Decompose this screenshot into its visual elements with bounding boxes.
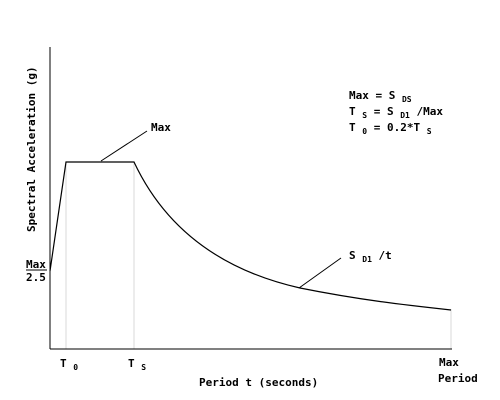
- legend-line-2-main: T: [349, 105, 356, 118]
- legend-line-2-mid: = S: [374, 105, 394, 118]
- legend-line-1-prefix: Max = S: [349, 89, 395, 102]
- legend-line-1: Max = S DS: [349, 89, 412, 104]
- legend-line-3-suffix: = 0.2*T: [374, 121, 421, 134]
- x-tick-max-period-line-2: Period: [438, 372, 478, 385]
- y-tick-max: Max: [26, 258, 46, 271]
- descending-label-suffix: /t: [379, 249, 392, 262]
- descending-label-main: S: [349, 249, 356, 262]
- legend-line-3-main: T: [349, 121, 356, 134]
- legend-line-3-sub: 0: [362, 127, 367, 136]
- x-tick-ts-sub: S: [141, 363, 146, 372]
- y-axis-label: Spectral Acceleration (g): [25, 66, 38, 232]
- legend-line-1-sub: DS: [402, 95, 412, 104]
- legend-line-2-sub: S: [362, 111, 367, 120]
- legend-line-3-sub2: S: [427, 127, 432, 136]
- x-tick-max-period-line-1: Max: [439, 356, 459, 369]
- legend-line-2-sub2: D1: [400, 111, 410, 120]
- legend-line-2: T S = S D1 /Max: [349, 105, 443, 121]
- x-tick-ts: T S: [128, 357, 146, 372]
- y-tick-2-5: 2.5: [26, 271, 46, 284]
- descending-label-sub: D1: [362, 255, 372, 264]
- legend-line-3: T 0 = 0.2*T S: [349, 121, 432, 137]
- x-tick-ts-main: T: [128, 357, 135, 370]
- x-tick-t0-main: T: [60, 357, 67, 370]
- spectrum-curve: [49, 161, 452, 311]
- descending-leader-line: [298, 257, 342, 289]
- plateau-label: Max: [151, 121, 171, 134]
- plateau-leader-line: [100, 130, 148, 162]
- descending-label: S D1 /t: [349, 249, 392, 265]
- x-tick-t0-sub: 0: [73, 363, 78, 372]
- x-tick-t0: T 0: [60, 357, 78, 372]
- x-axis-label: Period t (seconds): [199, 376, 318, 389]
- legend-line-2-suffix: /Max: [416, 105, 443, 118]
